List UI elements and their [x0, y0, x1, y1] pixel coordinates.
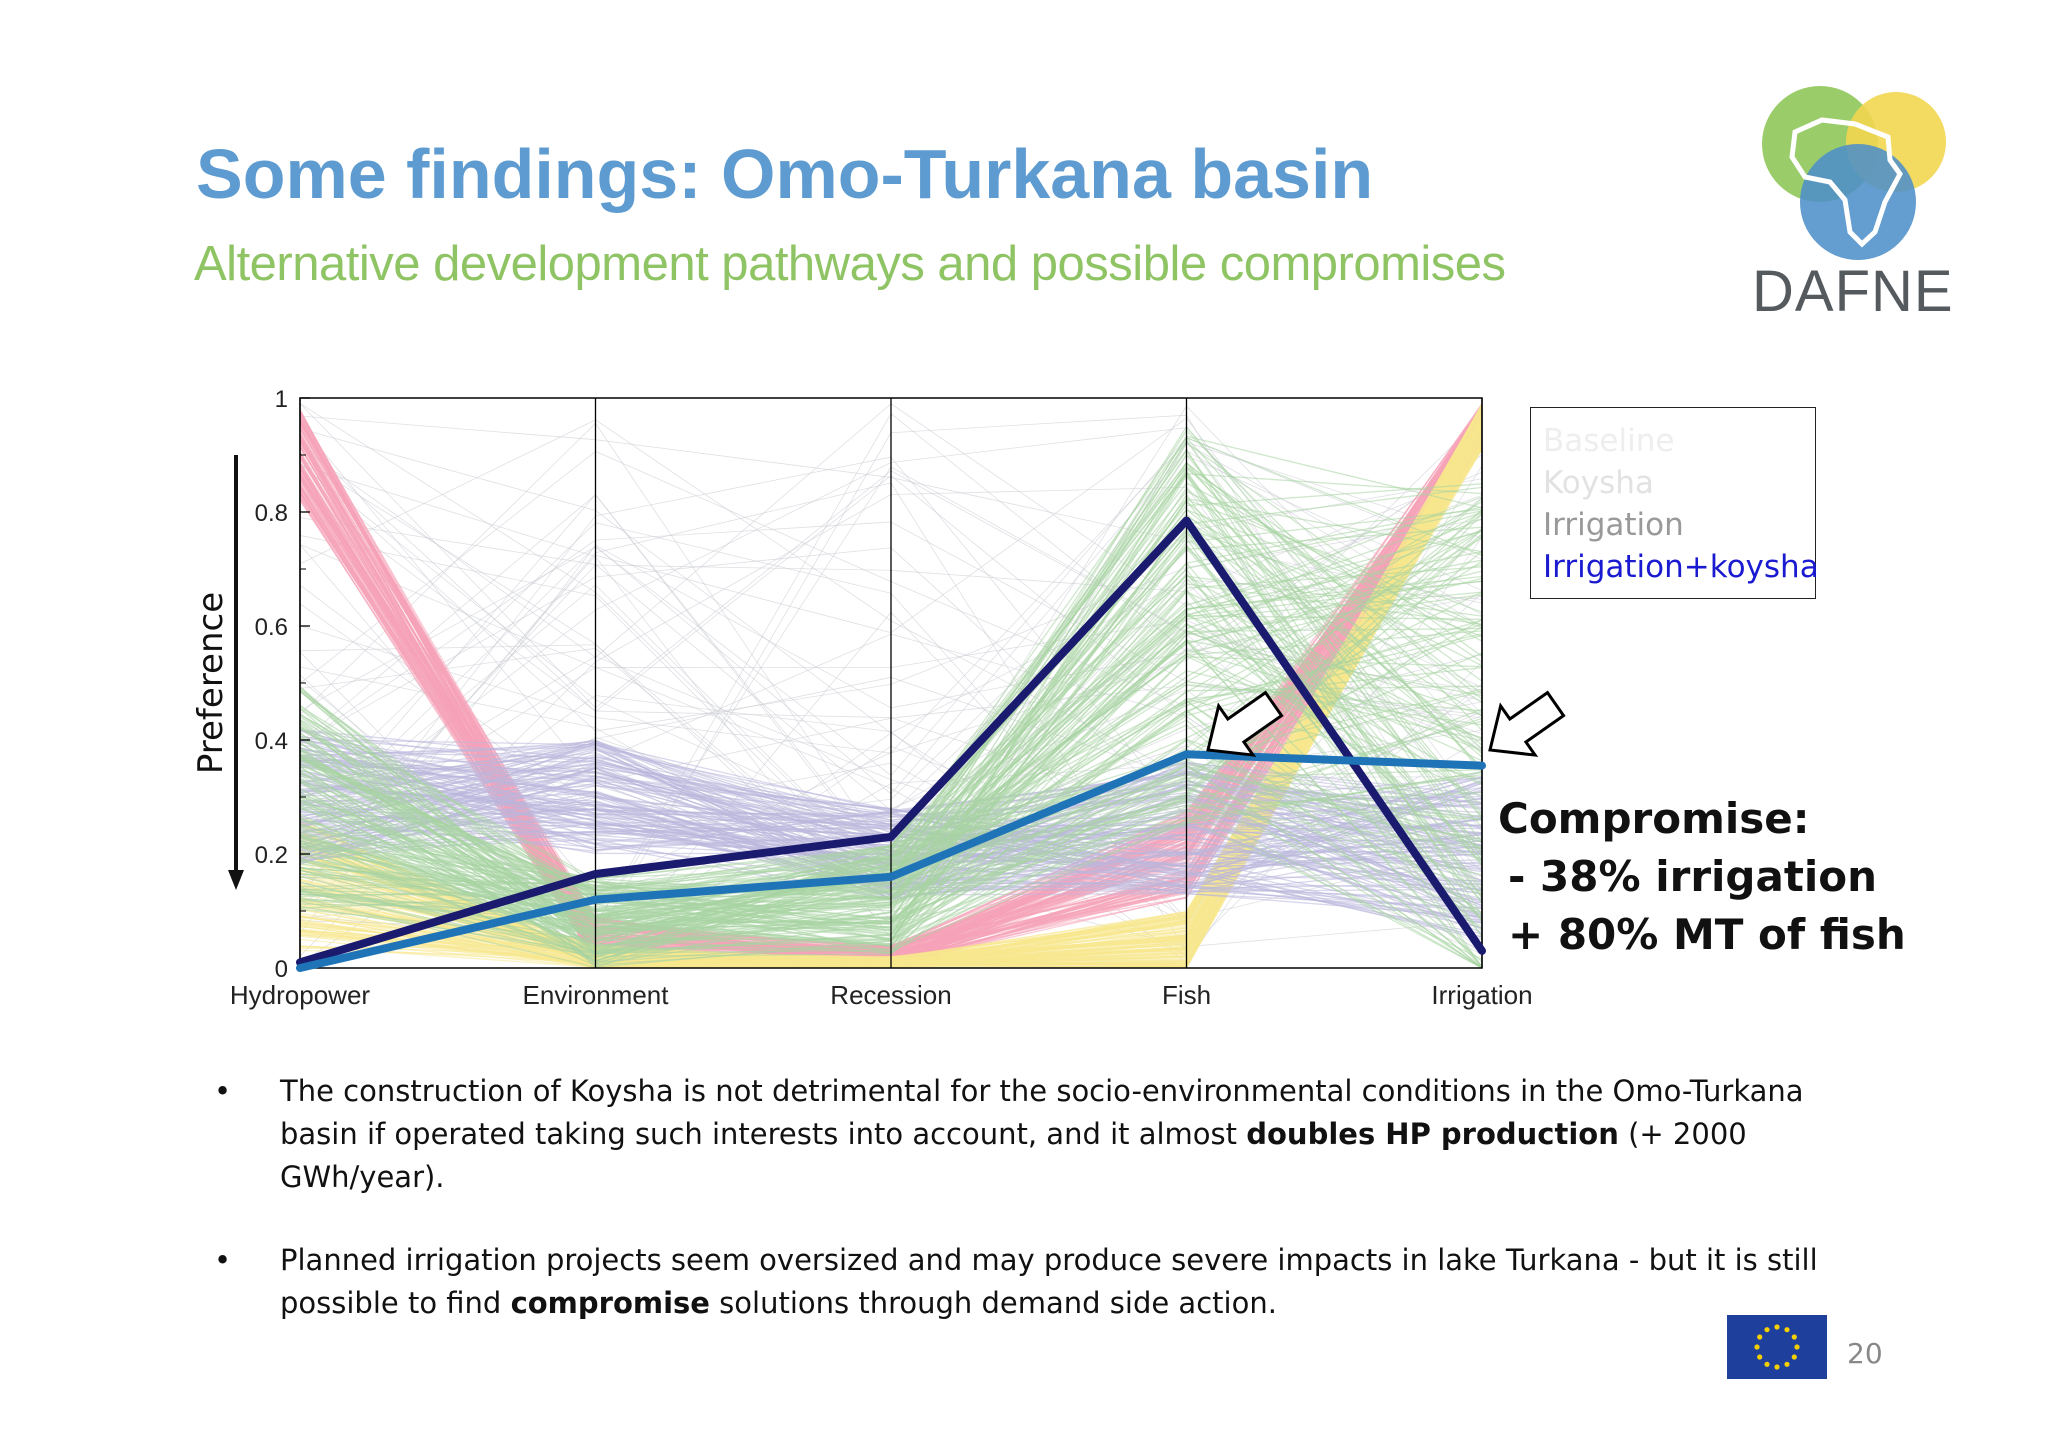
- arrow-shape: [1206, 690, 1284, 757]
- chart-axes: Hydropower Environment Recession Fish Irriga…: [191, 386, 1533, 1010]
- highlight-lines: [296, 516, 1486, 972]
- chart-legend: Baseline Koysha Irrigation Irrigation+ko…: [1530, 407, 1819, 599]
- compromise-heading: Compromise:: [1498, 794, 1810, 843]
- bullet-list: • The construction of Koysha is not detr…: [210, 1070, 1850, 1365]
- eu-star: [1784, 1361, 1790, 1367]
- eu-star: [1764, 1327, 1770, 1333]
- parallel-coordinates-chart: Hydropower Environment Recession Fish Irriga…: [191, 386, 1566, 1010]
- eu-star: [1774, 1364, 1780, 1370]
- slide-title: Some findings: Omo-Turkana basin: [196, 135, 1374, 213]
- y-tick-label: 0.6: [255, 614, 288, 641]
- x-tick-label: Fish: [1162, 980, 1211, 1010]
- y-tick-label: 0.4: [255, 728, 288, 755]
- bullet-irrigation: • Planned irrigation projects seem overs…: [210, 1239, 1850, 1325]
- y-tick-label: 1: [275, 386, 288, 413]
- y-tick-label: 0.2: [255, 842, 288, 869]
- x-tick-label: Hydropower: [230, 980, 371, 1010]
- eu-star: [1791, 1354, 1797, 1360]
- compromise-fish: + 80% MT of fish: [1508, 910, 1906, 959]
- bullet-text: The construction of Koysha is not detrim…: [280, 1074, 1804, 1194]
- eu-star: [1757, 1334, 1763, 1340]
- eu-flag-icon: [1727, 1315, 1827, 1379]
- page-number: 20: [1847, 1337, 1883, 1370]
- slide-subtitle: Alternative development pathways and pos…: [194, 237, 1506, 291]
- x-tick-label: Environment: [523, 980, 670, 1010]
- legend-item-irrigation-koysha: Irrigation+koysha: [1543, 549, 1819, 585]
- preference-arrow-head: [228, 870, 244, 890]
- dafne-logo: [1762, 86, 1946, 260]
- eu-star: [1791, 1334, 1797, 1340]
- y-tick-label: 0: [275, 956, 288, 983]
- x-tick-label: Recession: [830, 980, 951, 1010]
- legend-item-koysha: Koysha: [1543, 465, 1654, 501]
- eu-star: [1794, 1344, 1800, 1350]
- highlight-line-5: [296, 750, 1486, 972]
- legend-item-baseline: Baseline: [1543, 423, 1675, 459]
- logo-text: DAFNE: [1752, 259, 1954, 324]
- irrigation-arrow-icon: [1488, 690, 1566, 757]
- highlight-line-4: [296, 516, 1486, 967]
- y-axis-label: Preference: [191, 592, 231, 774]
- bullet-dot: •: [214, 1243, 232, 1277]
- eu-star: [1757, 1354, 1763, 1360]
- eu-star: [1754, 1344, 1760, 1350]
- x-tick-label: Irrigation: [1431, 980, 1532, 1010]
- fish-arrow-icon: [1206, 690, 1284, 757]
- bullet-dot: •: [214, 1074, 232, 1108]
- eu-star: [1784, 1327, 1790, 1333]
- y-tick-label: 0.8: [255, 500, 288, 527]
- bullet-koysha: • The construction of Koysha is not detr…: [210, 1070, 1850, 1199]
- callout-arrows: [1206, 690, 1566, 757]
- eu-star: [1764, 1361, 1770, 1367]
- bullet-text: Planned irrigation projects seem oversiz…: [280, 1243, 1818, 1320]
- eu-star: [1774, 1324, 1780, 1330]
- legend-item-irrigation: Irrigation: [1543, 507, 1684, 543]
- compromise-annotation: Compromise: - 38% irrigation + 80% MT of…: [1498, 790, 1906, 964]
- arrow-shape: [1488, 690, 1566, 757]
- compromise-irrigation: - 38% irrigation: [1508, 852, 1878, 901]
